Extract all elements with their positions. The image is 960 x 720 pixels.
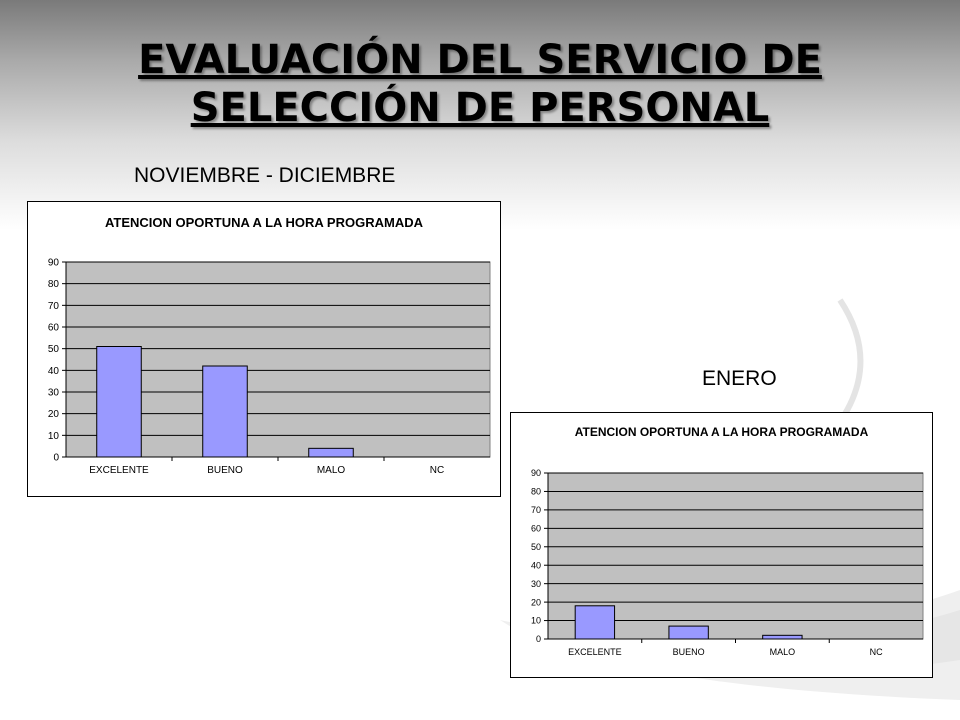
y-tick-label: 10 [531,616,541,626]
bar-malo [308,447,354,458]
x-tick-label: EXCELENTE [89,465,149,476]
x-tick-label: MALO [317,465,346,476]
y-tick-label: 90 [48,258,60,269]
y-tick-label: 0 [53,453,59,464]
bar-excelente [574,605,616,640]
chart-enero: ATENCION OPORTUNA A LA HORA PROGRAMADA 0 1… [510,412,933,678]
slide-title-line-1: EVALUACIÓN DEL SERVICIO DE [138,37,822,83]
y-tick-label: 20 [48,409,60,420]
y-tick-label: 70 [48,301,60,312]
period-label-nov-dic: NOVIEMBRE - DICIEMBRE [134,164,396,187]
y-tick-label: 40 [48,366,60,377]
y-tick-label: 40 [531,560,541,570]
x-tick-label: BUENO [673,647,705,657]
y-tick-label: 10 [48,431,60,442]
y-tick-label: 30 [531,579,541,589]
x-tick-label: NC [430,465,444,476]
x-tick-label: NC [870,647,883,657]
x-tick-label: MALO [770,647,796,657]
y-tick-label: 80 [531,487,541,497]
y-tick-label: 90 [531,468,541,478]
period-label-enero: ENERO [702,367,777,390]
slide-title: EVALUACIÓN DEL SERVICIO DE SELECCIÓN DE … [0,36,960,132]
y-tick-label: 50 [48,344,60,355]
bar-malo [762,634,803,640]
bar-excelente [96,346,142,458]
x-tick-label: EXCELENTE [568,647,622,657]
chart-enero-svg: ATENCION OPORTUNA A LA HORA PROGRAMADA 0 1… [531,425,924,657]
chart-nov-dic-svg: ATENCION OPORTUNA A LA HORA PROGRAMADA 0 1… [48,215,491,476]
chart-title: ATENCION OPORTUNA A LA HORA PROGRAMADA [105,215,424,230]
x-tick-label: BUENO [207,465,243,476]
y-tick-label: 50 [531,542,541,552]
y-tick-label: 60 [48,323,60,334]
y-tick-label: 70 [531,505,541,515]
slide-title-line-2: SELECCIÓN DE PERSONAL [190,85,770,131]
y-tick-label: 30 [48,388,60,399]
bar-bueno [202,365,248,458]
y-tick-label: 60 [531,523,541,533]
y-tick-label: 0 [536,634,541,644]
y-tick-label: 80 [48,279,60,290]
chart-title: ATENCION OPORTUNA A LA HORA PROGRAMADA [575,425,869,439]
y-tick-label: 20 [531,597,541,607]
chart-nov-dic: ATENCION OPORTUNA A LA HORA PROGRAMADA 0 1… [27,201,501,497]
bar-bueno [668,625,709,640]
